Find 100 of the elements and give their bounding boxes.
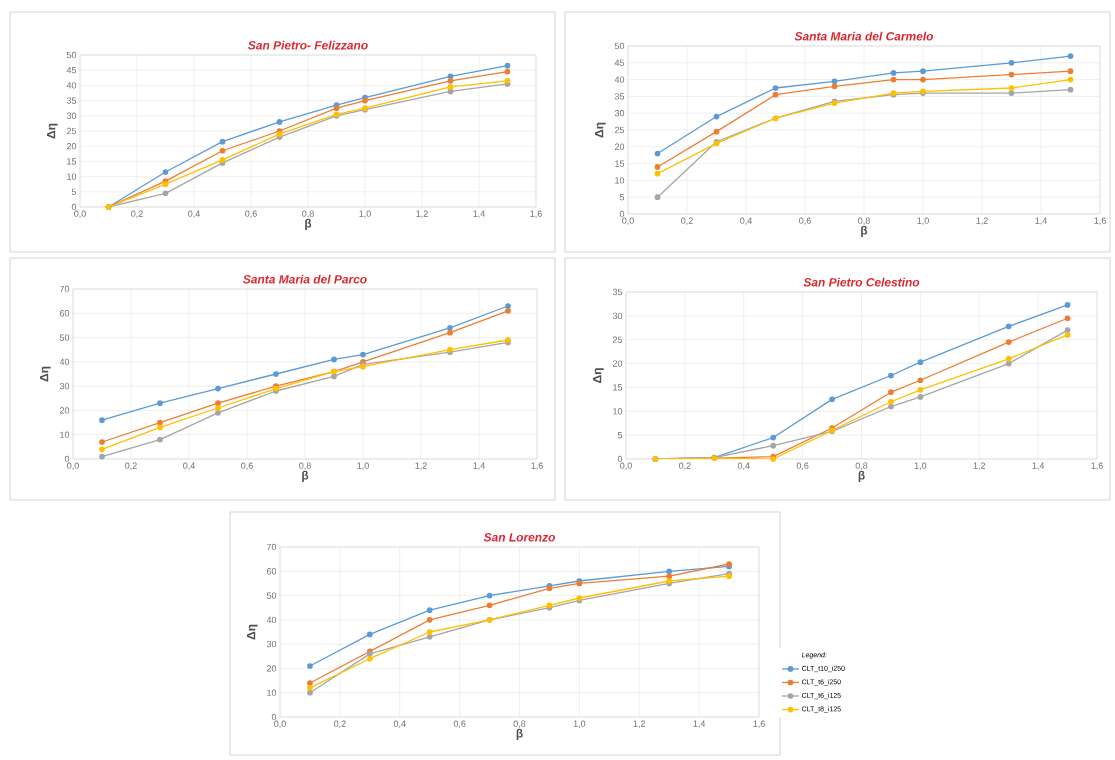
x-tick-label: 0,6 — [796, 462, 809, 470]
x-tick-label: 1,0 — [357, 462, 369, 470]
y-tick-label: 40 — [614, 76, 625, 83]
y-axis-title: Δη — [594, 122, 606, 138]
y-tick-label: 10 — [67, 173, 77, 180]
x-tick-label: 0,4 — [740, 217, 752, 225]
y-tick-label: 10 — [613, 408, 623, 415]
x-axis-title: β — [305, 218, 312, 230]
x-axis-title: β — [516, 728, 523, 740]
x-tick-label: 1,4 — [473, 210, 485, 218]
x-tick-label: 1,4 — [693, 720, 706, 728]
y-tick-label: 5 — [617, 432, 623, 439]
chart-title: San Lorenzo — [483, 533, 555, 542]
x-tick-label: 1,4 — [1032, 462, 1045, 470]
y-tick-label: 30 — [612, 312, 623, 320]
x-tick-label: 0,0 — [67, 462, 79, 470]
x-tick-label: 1,4 — [1035, 217, 1047, 225]
x-tick-label: 1,6 — [1091, 462, 1103, 470]
x-tick-label: 0,6 — [245, 210, 257, 218]
y-tick-label: 50 — [266, 592, 277, 599]
y-tick-label: 50 — [614, 42, 625, 50]
y-tick-label: 35 — [612, 288, 623, 296]
y-tick-label: 20 — [66, 143, 77, 150]
y-tick-label: 25 — [612, 336, 623, 343]
y-tick-label: 0 — [64, 455, 70, 463]
y-tick-label: 60 — [59, 310, 70, 317]
x-tick-label: 1,6 — [530, 210, 542, 218]
y-tick-label: 0 — [617, 455, 623, 463]
y-tick-label: 10 — [60, 431, 70, 438]
x-tick-label: 0,0 — [622, 217, 634, 225]
x-tick-label: 0,4 — [393, 720, 406, 728]
x-tick-label: 1,2 — [415, 462, 427, 470]
y-tick-label: 35 — [66, 97, 77, 104]
y-tick-label: 40 — [59, 358, 70, 366]
chart-title: Santa Maria del Parco — [243, 274, 367, 284]
x-tick-label: 0,2 — [681, 217, 693, 225]
x-tick-label: 0,2 — [333, 720, 346, 728]
x-tick-label: 1,0 — [359, 210, 371, 218]
x-tick-label: 0,8 — [302, 210, 314, 218]
x-tick-label: 1,6 — [531, 462, 543, 470]
y-tick-label: 15 — [67, 158, 77, 165]
y-tick-label: 30 — [614, 110, 625, 117]
y-axis-title: Δη — [46, 123, 58, 139]
y-tick-label: 0 — [71, 203, 77, 211]
x-tick-label: 0,0 — [620, 462, 632, 470]
x-tick-label: 0,0 — [274, 720, 286, 728]
y-tick-label: 5 — [71, 188, 77, 195]
x-tick-label: 0,8 — [855, 462, 868, 470]
y-axis-title: Δη — [592, 368, 604, 383]
x-tick-label: 0,4 — [188, 210, 200, 218]
y-tick-label: 30 — [266, 640, 277, 648]
y-tick-label: 60 — [266, 568, 277, 575]
x-tick-label: 0,2 — [678, 462, 691, 470]
y-tick-label: 25 — [614, 126, 625, 134]
y-tick-label: 10 — [267, 689, 277, 696]
y-tick-label: 35 — [614, 93, 625, 100]
x-tick-label: 1,0 — [914, 462, 927, 470]
y-tick-label: 20 — [614, 143, 625, 150]
x-axis-title: β — [858, 470, 865, 482]
y-tick-label: 50 — [59, 334, 70, 341]
y-tick-label: 45 — [66, 67, 77, 74]
x-tick-label: 0,6 — [453, 720, 466, 728]
y-tick-label: 30 — [66, 112, 77, 119]
x-tick-label: 0,8 — [299, 462, 311, 470]
y-tick-label: 45 — [614, 59, 625, 66]
x-tick-label: 1,2 — [976, 217, 988, 225]
x-tick-label: 1,4 — [473, 462, 485, 470]
x-tick-label: 0,4 — [737, 462, 750, 470]
x-tick-label: 0,8 — [858, 217, 870, 225]
x-tick-label: 0,6 — [241, 462, 253, 470]
y-tick-label: 70 — [266, 543, 277, 551]
x-tick-label: 1,6 — [753, 720, 765, 728]
y-tick-label: 0 — [619, 210, 625, 218]
y-tick-label: 5 — [619, 194, 625, 201]
y-tick-label: 30 — [59, 382, 70, 390]
y-tick-label: 0 — [271, 713, 277, 721]
chart-title: San Pietro- Felizzano — [248, 40, 368, 50]
x-tick-label: 1,2 — [973, 462, 986, 470]
x-tick-label: 0,2 — [131, 210, 143, 218]
y-tick-label: 40 — [266, 616, 277, 624]
x-tick-label: 0,2 — [125, 462, 137, 470]
y-axis-title: Δη — [246, 624, 258, 640]
x-tick-label: 0,8 — [513, 720, 526, 728]
y-tick-label: 20 — [266, 665, 277, 672]
x-tick-label: 1,6 — [1094, 217, 1106, 225]
y-tick-label: 10 — [615, 177, 625, 184]
y-tick-label: 50 — [66, 51, 77, 59]
x-tick-label: 0,0 — [74, 210, 86, 218]
y-tick-label: 70 — [59, 285, 70, 293]
y-tick-label: 20 — [59, 407, 70, 414]
x-tick-label: 1,0 — [917, 217, 929, 225]
x-tick-label: 1,2 — [633, 720, 646, 728]
x-axis-title: β — [861, 225, 868, 237]
y-tick-label: 20 — [612, 360, 623, 367]
y-axis-title: Δη — [39, 366, 51, 382]
x-tick-label: 1,0 — [573, 720, 586, 728]
chart-title: San Pietro Celestino — [803, 277, 920, 287]
y-tick-label: 40 — [66, 82, 77, 89]
y-tick-label: 15 — [613, 384, 623, 391]
x-tick-label: 0,6 — [799, 217, 811, 225]
